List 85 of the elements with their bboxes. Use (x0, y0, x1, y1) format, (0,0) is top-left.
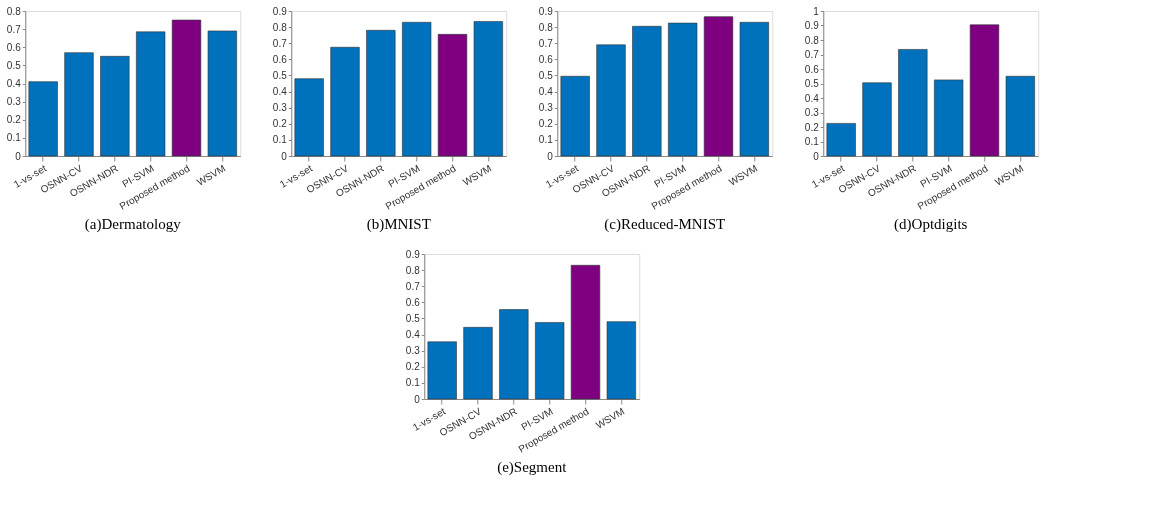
y-tick-label: 0.9 (804, 20, 820, 31)
bar (570, 264, 601, 400)
y-tick-label: 0 (414, 393, 421, 405)
bar (28, 81, 58, 157)
bar (969, 24, 1000, 157)
y-tick-label: 0.6 (272, 53, 288, 65)
y-tick-label: 0.3 (272, 102, 288, 114)
y-tick-label: 0 (281, 150, 288, 162)
text: (d)Optdigits (894, 216, 968, 234)
y-tick-label: 0.8 (405, 264, 421, 276)
bar (171, 19, 202, 157)
y-tick-label: 0 (813, 150, 820, 162)
bar (862, 82, 892, 157)
y-tick-label: 0.4 (6, 78, 22, 89)
bar (826, 123, 856, 157)
bar (366, 30, 396, 157)
y-tick-label: 0.7 (538, 37, 554, 49)
bar (560, 75, 590, 157)
y-tick-label: 0.7 (405, 280, 421, 292)
bar (100, 56, 130, 157)
y-tick-label: 0.3 (804, 107, 820, 118)
text: (a)Dermatology (84, 216, 182, 234)
bar (473, 21, 503, 157)
y-tick-label: 0 (15, 150, 22, 162)
y-tick-label: 0.4 (804, 92, 820, 104)
text: (e)Segment (497, 459, 568, 477)
bar (703, 16, 734, 157)
y-tick-label: 0.4 (538, 86, 554, 98)
y-tick-label: 0 (547, 150, 554, 162)
y-tick-label: 0.1 (804, 136, 820, 147)
bar (632, 26, 662, 157)
y-tick-label: 0.2 (405, 361, 421, 373)
y-tick-label: 0.7 (272, 37, 288, 49)
text: (c)Reduced-MNIST (604, 216, 726, 234)
y-tick-label: 0.2 (538, 118, 554, 130)
y-tick-label: 0.3 (6, 96, 22, 108)
y-tick-label: 0.9 (405, 248, 421, 260)
y-tick-label: 0.5 (405, 312, 421, 324)
y-tick-label: 0.9 (272, 5, 288, 17)
y-tick-label: 1 (813, 5, 820, 17)
y-tick-label: 0.8 (272, 21, 288, 33)
y-tick-label: 0.7 (6, 23, 22, 35)
y-tick-label: 0.5 (6, 59, 22, 71)
bar (596, 44, 626, 157)
bar (64, 52, 94, 157)
y-tick-label: 0.4 (405, 329, 421, 341)
bar (437, 34, 468, 157)
bar (427, 341, 457, 400)
bar (294, 78, 324, 157)
y-tick-label: 0.6 (804, 63, 820, 75)
text: (b)MNIST (366, 216, 431, 234)
bar (898, 49, 928, 157)
bar (499, 309, 529, 400)
y-tick-label: 0.3 (538, 102, 554, 114)
bar (739, 21, 769, 157)
bar (463, 327, 493, 400)
y-tick-label: 0.5 (804, 78, 820, 89)
y-tick-label: 0.9 (538, 5, 554, 17)
y-tick-label: 0.2 (272, 118, 288, 130)
bar (207, 30, 237, 157)
bar (330, 46, 360, 157)
y-tick-label: 0.2 (804, 121, 820, 133)
bar (668, 22, 698, 157)
y-tick-label: 0.8 (538, 21, 554, 33)
y-tick-label: 0.1 (405, 377, 421, 389)
bar (402, 21, 432, 157)
y-tick-label: 0.5 (272, 69, 288, 81)
y-tick-label: 0.6 (538, 53, 554, 65)
bar (606, 321, 636, 400)
y-tick-label: 0.2 (6, 114, 22, 126)
y-tick-label: 0.3 (405, 345, 421, 357)
bar (1005, 75, 1035, 157)
y-tick-label: 0.4 (272, 86, 288, 98)
y-tick-label: 0.1 (6, 132, 22, 144)
bar (136, 31, 166, 157)
bar (934, 79, 964, 157)
y-tick-label: 0.7 (804, 49, 820, 60)
y-tick-label: 0.1 (538, 134, 554, 146)
y-tick-label: 0.6 (6, 41, 22, 53)
bar (535, 322, 565, 400)
y-tick-label: 0.8 (6, 5, 22, 17)
y-tick-label: 0.6 (405, 296, 421, 308)
y-tick-label: 0.1 (272, 134, 288, 146)
y-tick-label: 0.5 (538, 69, 554, 81)
y-tick-label: 0.8 (804, 34, 820, 46)
